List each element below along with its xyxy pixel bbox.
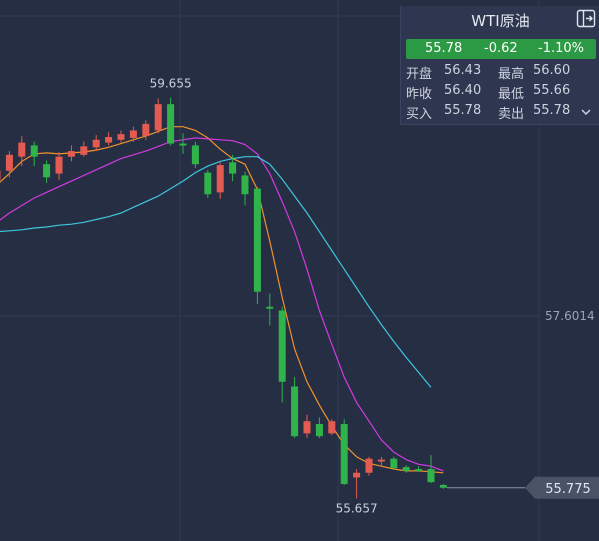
- high-value: 56.60: [533, 63, 571, 78]
- candle-body: [55, 156, 63, 174]
- open-label: 开盘: [406, 67, 433, 82]
- candle-body: [439, 484, 447, 488]
- prev-close-label: 昨收: [406, 87, 433, 102]
- exit-icon[interactable]: [576, 9, 596, 28]
- change-value: -0.62: [484, 41, 518, 56]
- bid-label: 买入: [406, 107, 433, 122]
- candle-body: [117, 134, 125, 140]
- candle-body: [353, 472, 361, 478]
- candle-body: [253, 188, 261, 292]
- ma-line-2: [0, 137, 444, 472]
- ask-value: 55.78: [533, 103, 571, 118]
- candle-body: [415, 469, 423, 472]
- ask-label: 卖出: [498, 107, 525, 122]
- low-annotation: 55.657: [336, 501, 378, 515]
- candle-body: [278, 310, 286, 382]
- candle-body: [427, 469, 435, 483]
- ma-line-3: [0, 156, 432, 388]
- high-annotation: 59.655: [150, 77, 192, 91]
- candle-body: [303, 421, 311, 434]
- quote-row-open-high: 开盘 56.43 最高 56.60: [406, 63, 596, 83]
- low-label: 最低: [498, 87, 525, 102]
- quote-panel: WTI原油 55.78 -0.62 -1.10% 开盘 56.43 最高 56.…: [400, 6, 599, 125]
- candle-body: [291, 386, 299, 437]
- candle-body: [179, 143, 187, 146]
- candle-body: [365, 458, 373, 473]
- bid-value: 55.78: [444, 103, 482, 118]
- candle-body: [204, 172, 212, 195]
- candle-body: [266, 306, 274, 309]
- candle-body: [0, 170, 1, 181]
- candle-body: [229, 162, 237, 174]
- instrument-title: WTI原油: [471, 12, 530, 30]
- high-label: 最高: [498, 67, 525, 82]
- quote-row-prev-low: 昨收 56.40 最低 55.66: [406, 83, 596, 103]
- price-change-bar: 55.78 -0.62 -1.10%: [406, 39, 596, 59]
- quote-row-bid-ask: 买入 55.78 卖出 55.78: [406, 103, 596, 123]
- candle-body: [315, 423, 323, 437]
- candle-body: [67, 151, 75, 157]
- candle-body: [241, 175, 249, 195]
- candle-body: [154, 104, 162, 131]
- candle-body: [191, 145, 199, 165]
- candle-body: [18, 142, 26, 157]
- chevron-down-icon[interactable]: [580, 106, 592, 118]
- candle-body: [5, 154, 13, 171]
- candle-body: [328, 421, 336, 434]
- candle-body: [80, 146, 88, 155]
- prev-close-value: 56.40: [444, 83, 482, 98]
- change-percent: -1.10%: [538, 41, 584, 56]
- candle-body: [105, 136, 113, 143]
- candle-body: [43, 164, 51, 178]
- y-tick-label-mid: 57.6014: [545, 309, 595, 323]
- candle-body: [129, 130, 137, 138]
- candle-body: [216, 165, 224, 193]
- open-value: 56.43: [444, 63, 482, 78]
- candle-body: [167, 104, 175, 144]
- candle-body: [30, 145, 38, 157]
- low-value: 55.66: [533, 83, 571, 98]
- candle-body: [142, 123, 150, 137]
- current-price-tag: 55.775: [525, 476, 599, 499]
- candle-body: [340, 423, 348, 485]
- current-price-label: 55.775: [545, 482, 591, 497]
- candles: [0, 97, 447, 499]
- candle-body: [390, 458, 398, 469]
- candle-body: [377, 459, 385, 462]
- candle-body: [402, 467, 410, 471]
- last-price: 55.78: [425, 41, 463, 56]
- candle-body: [92, 139, 100, 148]
